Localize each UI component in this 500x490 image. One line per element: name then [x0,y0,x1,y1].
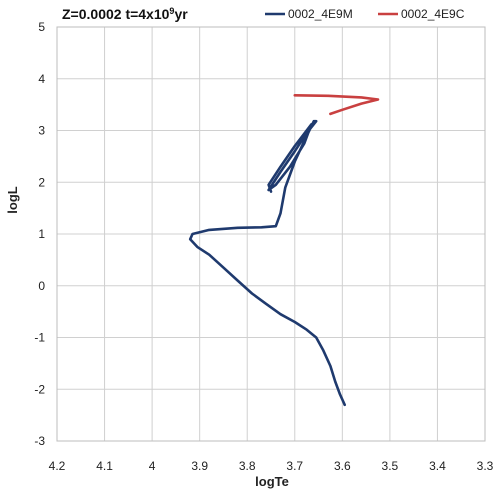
plot-area-border [56,26,486,442]
legend-label: 0002_4E9M [288,7,353,21]
y-tick-label: 1 [38,227,45,241]
grid [56,26,486,442]
series-line-0002_4E9C [293,94,380,116]
y-tick-label: -3 [34,434,45,448]
y-tick-label: 5 [38,20,45,34]
y-tick-label: -2 [34,382,45,396]
x-tick-label: 3.9 [191,459,208,473]
chart-title: Z=0.0002 t=4x109yr [62,6,188,22]
y-tick-label: 0 [38,279,45,293]
x-tick-label: 3.5 [382,459,399,473]
chart-title-main: Z=0.0002 t=4x10 [62,6,170,22]
x-tick-label: 3.4 [429,459,446,473]
x-tick-labels: 4.2 4.1 4 3.9 3.8 3.7 3.6 3.5 3.4 3.3 [49,459,494,473]
x-tick-label: 3.7 [286,459,303,473]
x-tick-label: 4.2 [49,459,66,473]
x-tick-label: 3.8 [239,459,256,473]
y-tick-labels: -3 -2 -1 0 1 2 3 4 5 [34,20,45,448]
x-tick-label: 3.6 [334,459,351,473]
y-tick-label: 4 [38,72,45,86]
legend-label: 0002_4E9C [401,7,465,21]
chart-title-sup: 9 [169,6,174,16]
y-axis-title: logL [5,186,20,213]
chart-title-suffix: yr [174,6,188,22]
x-axis-title: logTe [255,474,289,489]
legend: 0002_4E9M 0002_4E9C [265,7,465,21]
x-tick-label: 4.1 [96,459,113,473]
x-tick-label: 4 [149,459,156,473]
series-layer [188,94,380,407]
x-tick-label: 3.3 [477,459,494,473]
series-line-0002_4E9M [188,119,346,407]
y-tick-label: -1 [34,331,45,345]
y-tick-label: 2 [38,175,45,189]
y-tick-label: 3 [38,124,45,138]
